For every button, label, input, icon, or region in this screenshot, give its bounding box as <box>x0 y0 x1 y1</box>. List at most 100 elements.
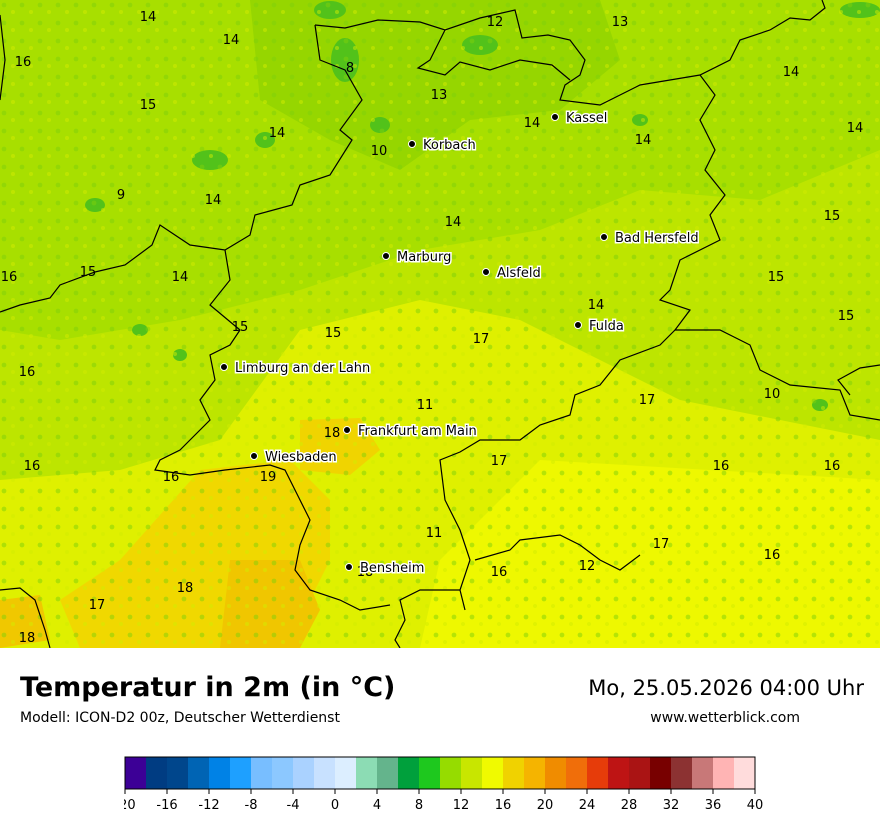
legend-swatches <box>125 757 756 789</box>
city-name: Fulda <box>589 319 624 334</box>
city-marker: Limburg an der Lahn <box>220 360 372 378</box>
legend-swatch <box>251 757 273 789</box>
city-marker: Marburg <box>382 249 453 267</box>
city-marker: Bad Hersfeld <box>600 230 700 248</box>
city-dot <box>574 321 582 329</box>
legend-tick-label: 8 <box>415 798 423 813</box>
temperature-value: 18 <box>324 426 341 441</box>
city-name: Kassel <box>566 111 607 126</box>
temperature-value: 14 <box>635 133 652 148</box>
temperature-value: 17 <box>639 393 656 408</box>
state-borders <box>0 0 880 648</box>
legend-swatch <box>188 757 210 789</box>
legend-frame <box>124 756 756 790</box>
city-name: Bensheim <box>360 561 424 576</box>
temperature-value: 14 <box>783 65 800 80</box>
temperature-value: 13 <box>431 88 448 103</box>
legend-swatch <box>587 757 609 789</box>
city-marker: Frankfurt am Main <box>343 423 478 441</box>
temperature-value: 16 <box>163 470 180 485</box>
temperature-value: 16 <box>713 459 730 474</box>
city-dot <box>343 426 351 434</box>
legend-tick-label: 16 <box>495 798 512 813</box>
temperature-value: 14 <box>445 215 462 230</box>
page-title: Temperatur in 2m (in °C) <box>20 672 396 703</box>
website-link[interactable]: www.wetterblick.com <box>650 710 800 726</box>
temperature-value: 11 <box>417 398 434 413</box>
temperature-value: 19 <box>260 470 277 485</box>
legend-tick-label: 20 <box>537 798 554 813</box>
city-marker: Korbach <box>408 137 477 155</box>
color-legend: -20 -16 -12 -8 -4 0 4 8 12 16 20 24 28 32 36 40 <box>124 756 764 813</box>
temperature-value: 16 <box>764 548 781 563</box>
legend-swatch <box>125 757 147 789</box>
legend-swatch <box>503 757 525 789</box>
legend-swatch <box>419 757 441 789</box>
legend-tick-label: -12 <box>198 798 219 813</box>
temperature-value: 18 <box>177 581 194 596</box>
legend-swatch <box>650 757 672 789</box>
legend-tick-label: -20 <box>124 798 136 813</box>
temperature-value: 14 <box>140 10 157 25</box>
legend-swatch <box>734 757 756 789</box>
legend-tick-label: -8 <box>245 798 258 813</box>
legend-tick-label: 4 <box>373 798 381 813</box>
legend-tick-label: 24 <box>579 798 596 813</box>
legend-tick-label: -4 <box>287 798 300 813</box>
legend-swatch <box>272 757 294 789</box>
legend-swatch <box>209 757 231 789</box>
city-marker: Fulda <box>574 318 625 336</box>
legend-tick-label: 36 <box>705 798 722 813</box>
legend-swatch <box>461 757 483 789</box>
legend-swatch <box>146 757 168 789</box>
legend-tick-label: 28 <box>621 798 638 813</box>
legend-swatch <box>356 757 378 789</box>
city-dot <box>482 268 490 276</box>
temperature-value: 16 <box>24 459 41 474</box>
temperature-value: 8 <box>346 61 354 76</box>
temperature-value: 16 <box>1 270 18 285</box>
hesse-border <box>314 0 826 106</box>
temperature-value: 18 <box>19 631 36 646</box>
legend-swatch <box>566 757 588 789</box>
temperature-value: 14 <box>269 126 286 141</box>
temperature-value: 11 <box>426 526 443 541</box>
city-dot <box>220 363 228 371</box>
temperature-value: 17 <box>653 537 670 552</box>
temperature-value: 14 <box>223 33 240 48</box>
legend-swatch <box>524 757 546 789</box>
temperature-value: 16 <box>491 565 508 580</box>
temperature-value: 15 <box>824 209 841 224</box>
legend-swatch <box>482 757 504 789</box>
temperature-value: 9 <box>117 188 125 203</box>
temperature-value: 15 <box>325 326 342 341</box>
city-dot <box>600 233 608 241</box>
temperature-value: 14 <box>847 121 864 136</box>
temperature-value: 12 <box>487 15 504 30</box>
legend-tick-label: 40 <box>747 798 764 813</box>
legend-swatch <box>293 757 315 789</box>
city-dot <box>408 140 416 148</box>
legend-tick-label: -16 <box>156 798 177 813</box>
legend-swatch <box>629 757 651 789</box>
temperature-value: 15 <box>140 98 157 113</box>
temperature-value: 10 <box>764 387 781 402</box>
city-name: Frankfurt am Main <box>358 424 477 439</box>
legend-swatch <box>377 757 399 789</box>
temperature-value: 14 <box>588 298 605 313</box>
city-markers: Kassel Korbach Bad Hersfeld Marburg Alsfeld F… <box>220 110 700 578</box>
city-marker: Kassel <box>551 110 609 128</box>
legend-tick-label: 0 <box>331 798 339 813</box>
city-name: Limburg an der Lahn <box>235 361 370 376</box>
legend-swatch <box>230 757 252 789</box>
legend-swatch <box>692 757 714 789</box>
legend-swatch <box>335 757 357 789</box>
temperature-value: 16 <box>19 365 36 380</box>
temperature-value: 17 <box>89 598 106 613</box>
legend-swatch <box>440 757 462 789</box>
legend-swatch <box>713 757 735 789</box>
legend-swatch <box>167 757 189 789</box>
texture-overlay <box>0 0 880 648</box>
legend-swatch <box>545 757 567 789</box>
city-name: Bad Hersfeld <box>615 231 699 246</box>
